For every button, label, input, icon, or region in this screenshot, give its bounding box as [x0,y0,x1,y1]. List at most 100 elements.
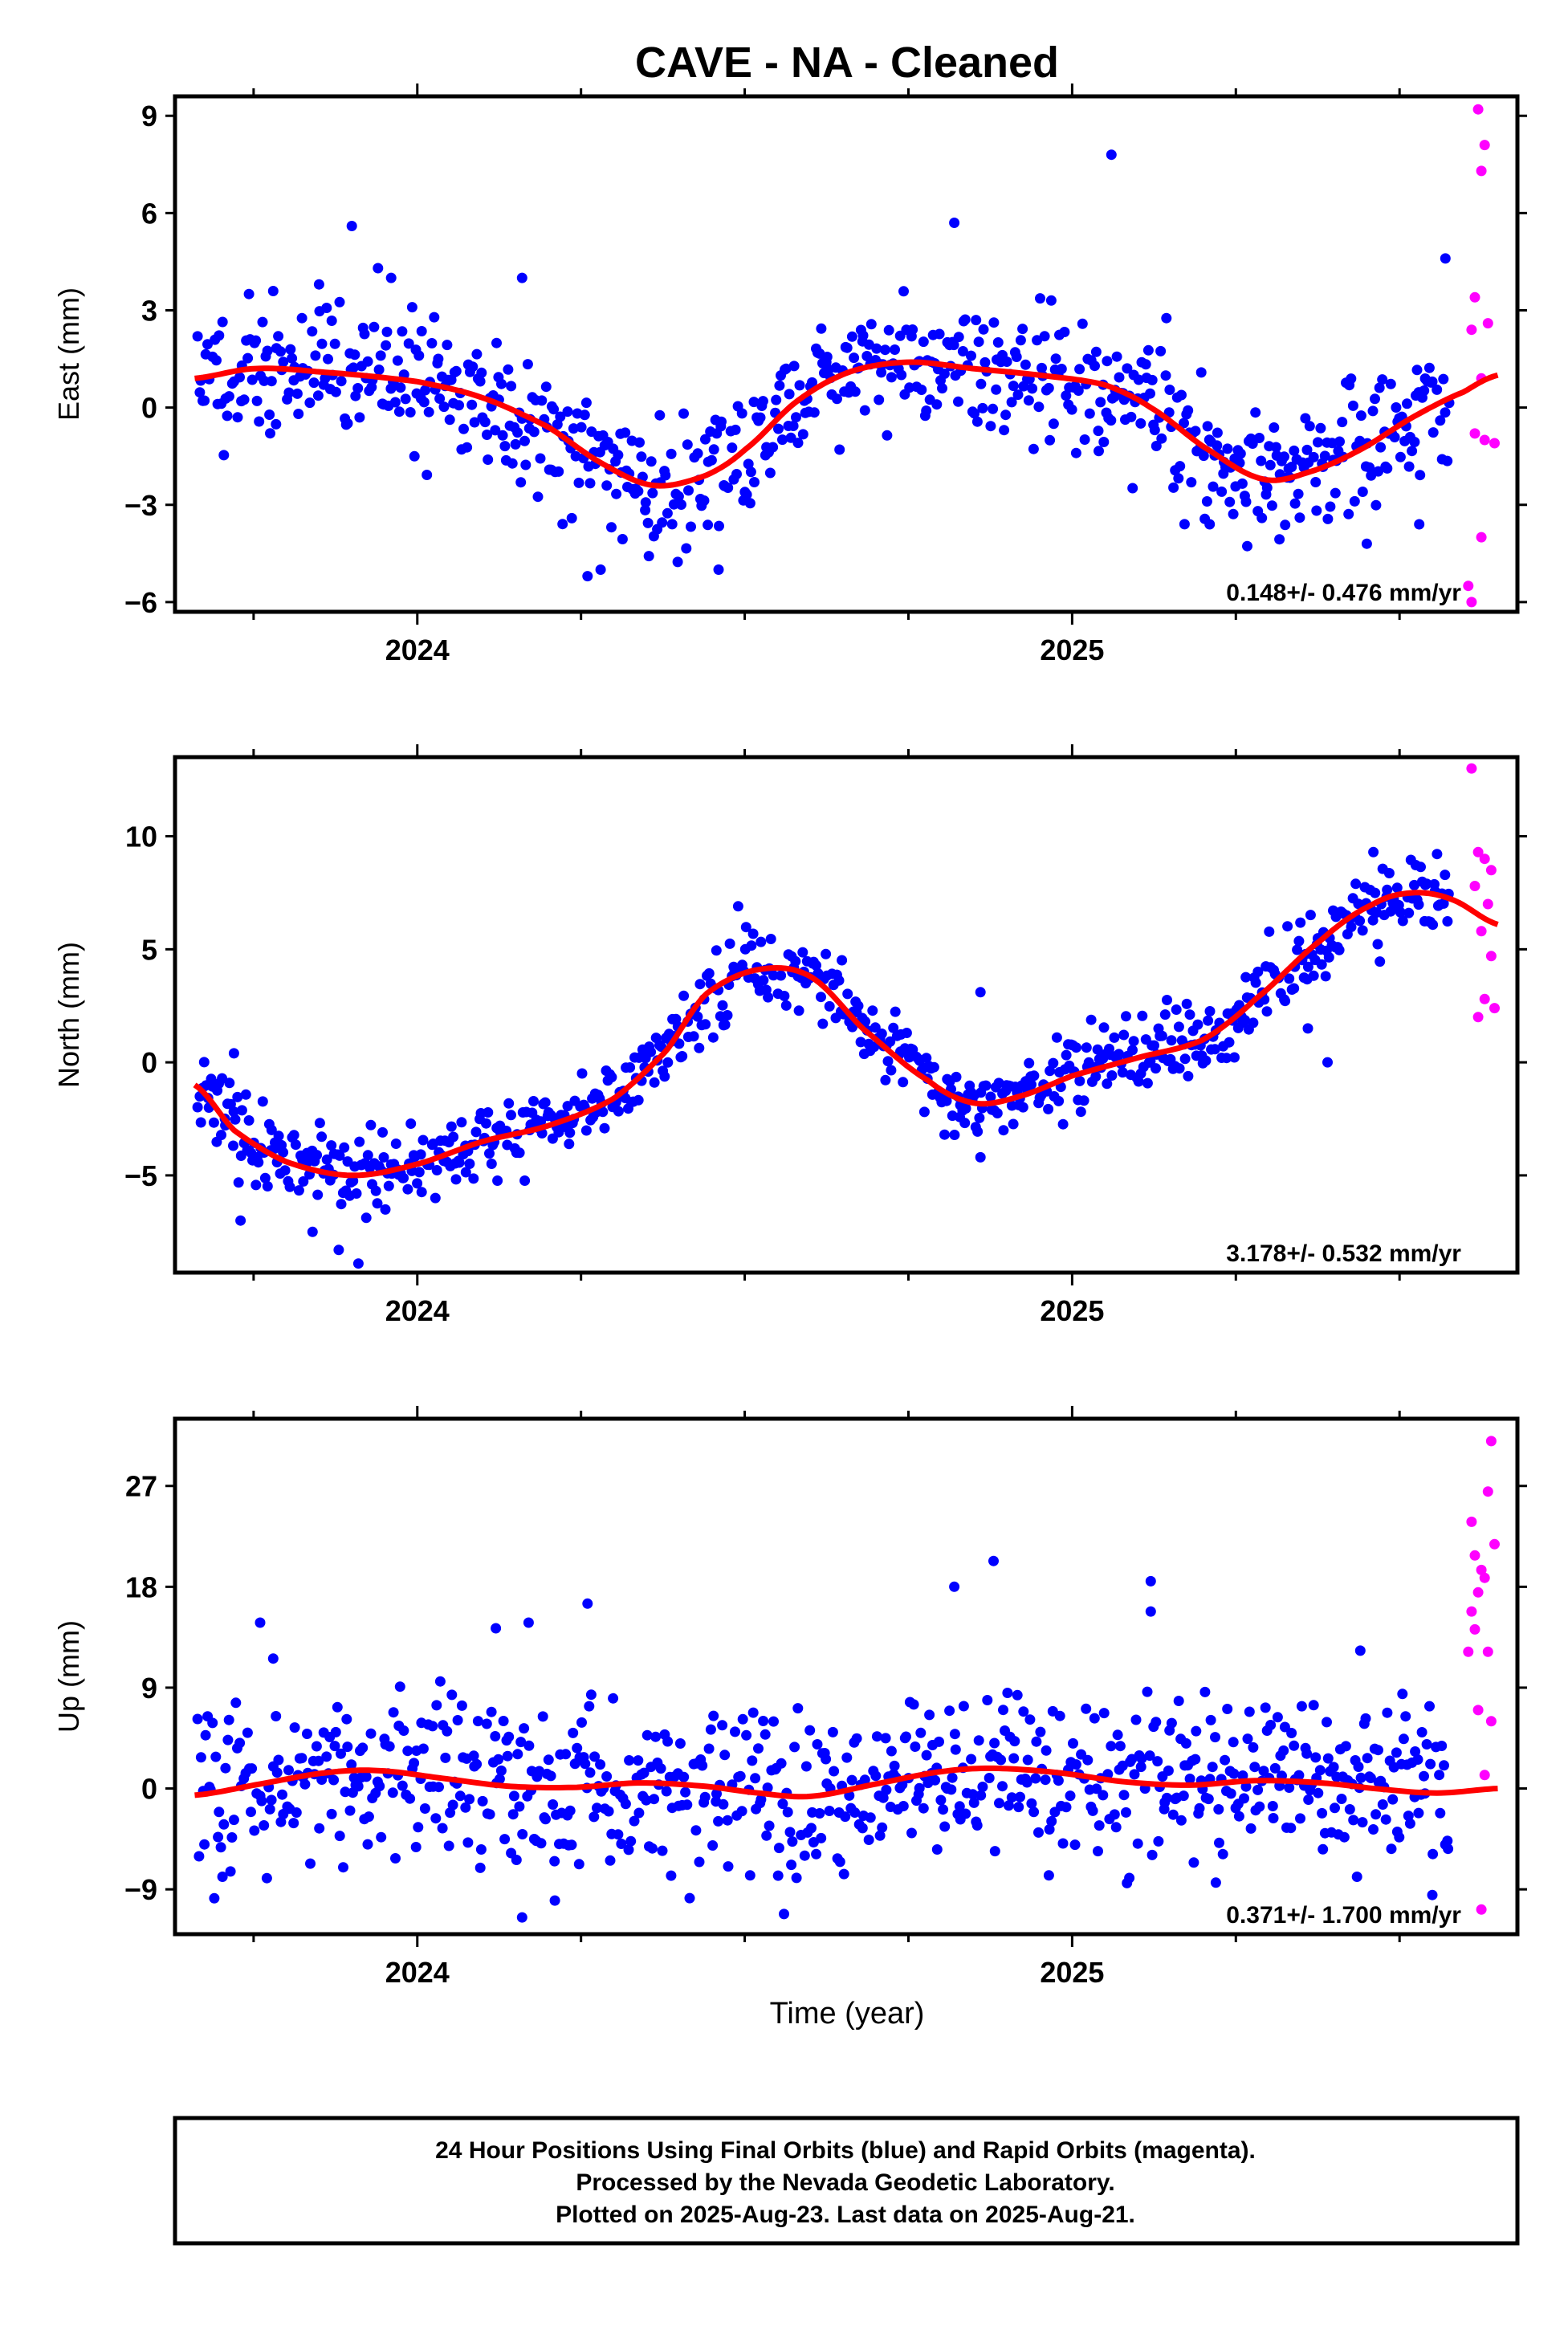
final-orbit-point [387,1787,398,1798]
final-orbit-point [1061,1049,1072,1061]
final-orbit-point [1111,351,1122,362]
final-orbit-point [1314,1765,1326,1776]
final-orbit-point [1173,1021,1184,1033]
final-orbit-point [452,1715,463,1725]
final-orbit-point [1432,849,1443,860]
final-orbit-point [764,467,776,479]
final-orbit-point [703,1743,715,1754]
final-orbit-point [400,393,411,405]
final-orbit-point [988,1555,999,1566]
final-orbit-point [1414,519,1425,530]
final-orbit-point [271,1767,283,1778]
final-orbit-point [1207,1762,1218,1773]
final-orbit-point [1435,1807,1446,1819]
final-orbit-point [1322,1717,1332,1728]
final-orbit-point [1424,1701,1435,1712]
final-orbit-point [329,1741,340,1752]
final-orbit-point [316,1131,328,1143]
final-orbit-point [723,1861,734,1872]
final-orbit-point [1175,461,1186,472]
footer-frame [173,2116,1520,2246]
final-orbit-point [772,1870,784,1881]
final-orbit-point [1438,373,1449,385]
final-orbit-point [874,1830,886,1841]
final-orbit-point [876,367,887,378]
final-orbit-point [1268,1813,1279,1823]
final-orbit-point [1043,382,1054,393]
final-orbit-point [1380,1814,1391,1825]
final-orbit-point [1240,496,1252,507]
final-orbit-point [1385,378,1396,389]
rapid-orbit-point [1479,1572,1490,1583]
final-orbit-point [464,1159,475,1169]
final-orbit-point [223,391,234,402]
footer-line-1: 24 Hour Positions Using Final Orbits (bl… [435,2137,1256,2164]
final-orbit-point [646,1046,657,1057]
final-orbit-point [1167,1809,1179,1820]
final-orbit-point [410,1842,422,1852]
final-orbit-point [690,1825,702,1836]
final-orbit-point [1145,1056,1156,1066]
final-orbit-point [914,1782,925,1794]
final-orbit-point [283,387,295,398]
final-orbit-point [580,1758,591,1770]
final-orbit-point [606,522,617,533]
final-orbit-point [528,426,540,438]
final-orbit-point [678,1771,690,1782]
footer-line-2: Processed by the Nevada Geodetic Laborat… [576,2169,1114,2196]
final-orbit-point [683,485,694,496]
final-orbit-point [566,1839,577,1851]
final-orbit-point [442,340,453,351]
final-orbit-point [1061,390,1072,401]
x-tick-label: 2024 [385,1956,450,1989]
final-orbit-point [373,263,384,274]
final-orbit-point [880,1074,891,1086]
final-orbit-point [570,450,581,462]
final-orbit-point [1344,1804,1355,1815]
final-orbit-point [877,1822,888,1833]
final-orbit-point [264,1803,275,1815]
final-orbit-point [713,564,724,575]
rapid-orbit-point [1479,993,1490,1004]
final-orbit-point [1070,1759,1081,1770]
final-orbit-point [643,551,654,562]
rapid-orbit-point [1485,865,1497,876]
final-orbit-point [1137,1010,1148,1021]
final-orbit-point [1056,364,1067,374]
final-orbit-point [1087,1805,1098,1816]
final-orbit-point [275,346,286,357]
final-orbit-point [998,1125,1009,1136]
rapid-orbit-point [1469,881,1480,891]
final-orbit-point [753,1743,764,1754]
final-orbit-point [409,1758,420,1769]
final-orbit-point [1037,362,1047,373]
final-orbit-point [427,1721,438,1732]
final-orbit-point [232,1091,243,1102]
final-orbit-point [931,1844,943,1855]
final-orbit-point [1118,1790,1130,1801]
final-orbit-point [762,1782,773,1794]
final-orbit-point [448,1131,459,1143]
final-orbit-point [342,1741,353,1753]
final-orbit-point [314,1823,325,1834]
final-orbit-point [536,1838,547,1849]
final-orbit-point [668,499,679,510]
final-orbit-point [1293,935,1305,947]
final-orbit-point [985,421,996,432]
final-orbit-point [540,1097,551,1108]
final-orbit-point [443,1840,454,1851]
y-tick-label: 0 [141,392,157,425]
final-orbit-point [633,1755,644,1766]
final-orbit-point [312,390,324,401]
final-orbit-point [1057,1118,1069,1130]
rapid-orbit-point [1476,1564,1487,1575]
final-orbit-point [636,451,647,462]
final-orbit-point [934,1736,944,1747]
final-orbit-point [1382,884,1393,895]
final-orbit-point [395,382,406,393]
final-orbit-point [450,365,462,377]
final-orbit-point [1188,1857,1199,1868]
final-orbit-point [1033,401,1045,413]
final-orbit-point [784,1827,796,1838]
final-orbit-point [1130,1714,1142,1725]
